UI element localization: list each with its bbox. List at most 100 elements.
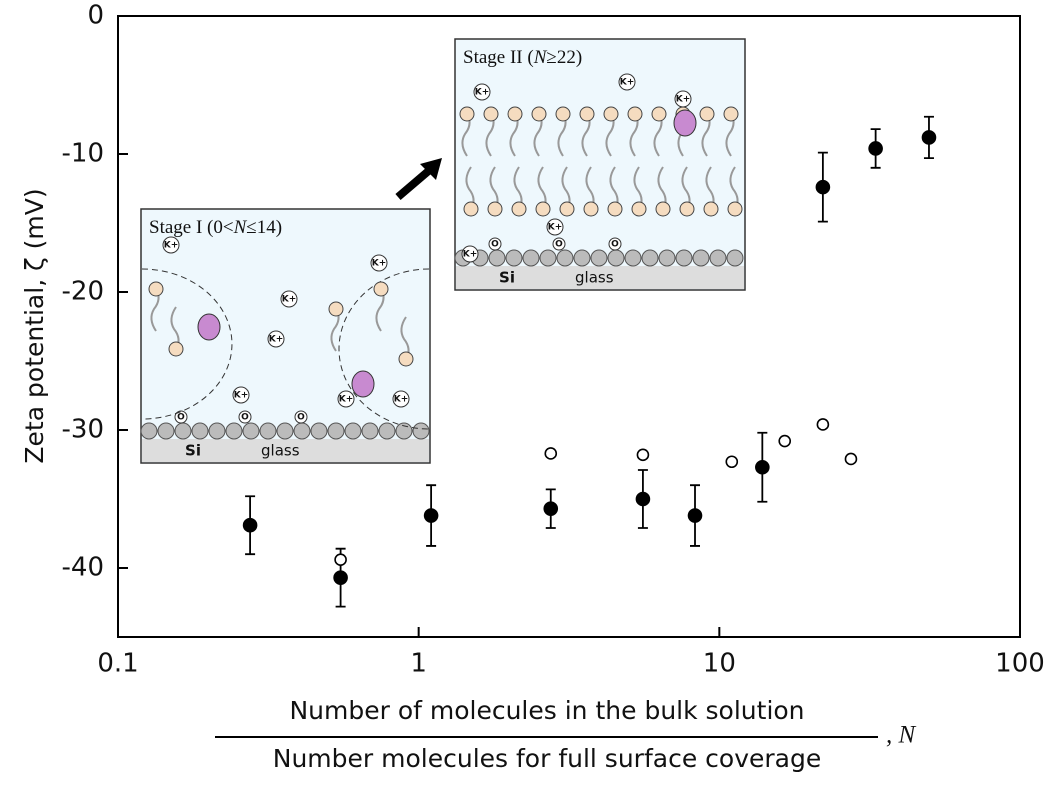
point	[778, 434, 792, 448]
point	[815, 179, 831, 195]
point	[333, 570, 348, 585]
ion-label: K+	[282, 295, 297, 305]
x-tick-label: 10	[703, 649, 736, 679]
inset-title-part: N	[233, 217, 248, 238]
lipid-head	[679, 201, 695, 217]
ion-label: K+	[234, 391, 249, 401]
ion-label: K+	[339, 395, 354, 405]
ion-ring	[370, 254, 388, 272]
surface-atom	[208, 422, 226, 440]
lipid-head	[603, 106, 619, 122]
point	[868, 141, 883, 156]
surface-atom	[140, 422, 158, 440]
surface-atom	[505, 249, 523, 267]
ion-label: K+	[372, 259, 387, 269]
ion-ring	[473, 83, 491, 101]
point	[755, 459, 770, 475]
point	[844, 452, 858, 466]
arrow	[395, 164, 435, 201]
x-tick-label: 100	[995, 649, 1045, 679]
surface-atom	[344, 422, 362, 440]
lipid-head	[535, 201, 551, 217]
lipid-head	[487, 201, 503, 217]
surface-atom	[607, 249, 625, 267]
micelle-boundary	[141, 268, 233, 420]
surface-atom	[624, 249, 642, 267]
inset: Stage I (0<N≤14) Si glass O O O K+ K+ K+ K+ K+ K+ K+	[140, 208, 431, 464]
point	[636, 448, 650, 462]
x-label-denominator: Number molecules for full surface covera…	[273, 744, 821, 773]
ion-ring	[546, 218, 564, 236]
lipid-head	[655, 201, 671, 217]
surface-atom	[225, 422, 243, 440]
x-tick-label: 0.1	[97, 649, 138, 679]
lipid-head	[703, 201, 719, 217]
o-atom-ring	[608, 237, 622, 251]
lipid-head	[555, 106, 571, 122]
lipid-head	[579, 106, 595, 122]
x-label-numerator: Number of molecules in the bulk solution	[289, 696, 804, 725]
surface-atom	[412, 422, 430, 440]
ion-ring	[618, 73, 636, 91]
o-atom-ring	[552, 237, 566, 251]
o-atom-ring	[488, 237, 502, 251]
surface-atom	[361, 422, 379, 440]
lipid-head	[463, 201, 479, 217]
atom-o: O	[241, 413, 249, 423]
x-tick-label: 1	[410, 649, 427, 679]
ion-ring	[674, 90, 692, 108]
surface-atom	[327, 422, 345, 440]
surface-atom	[378, 422, 396, 440]
surface-atom	[726, 249, 744, 267]
lipid-head	[168, 341, 184, 357]
y-axis-label: Zeta potential, ζ (mV)	[20, 188, 49, 463]
point	[687, 508, 703, 523]
surface-atom	[157, 422, 175, 440]
surface-atom	[573, 249, 591, 267]
atom-o: O	[177, 413, 185, 423]
ion-ring	[280, 290, 298, 308]
anion	[673, 109, 697, 137]
surface-atom	[293, 422, 311, 440]
y-tick-label: -10	[62, 139, 104, 169]
inset-title-part: ≤14)	[246, 217, 282, 238]
lipid-head	[583, 201, 599, 217]
point	[242, 517, 258, 533]
lipid-head	[483, 106, 499, 122]
atom-o: O	[611, 240, 619, 250]
inset-title-part: N	[533, 47, 548, 68]
micelle-boundary	[338, 268, 430, 430]
substrate-label: glass	[261, 442, 300, 460]
point	[334, 553, 347, 567]
y-tick-label: -40	[62, 553, 104, 583]
y-tick-label: 0	[87, 1, 104, 31]
lipid-head	[511, 201, 527, 217]
lipid-head	[699, 106, 715, 122]
lipid-head	[651, 106, 667, 122]
surface-atom	[556, 249, 574, 267]
ion-label: K+	[394, 395, 409, 405]
surface-atom	[191, 422, 209, 440]
ion-ring	[392, 390, 410, 408]
surface-atom	[174, 422, 192, 440]
ion-label: K+	[463, 250, 478, 260]
lipid-head	[459, 106, 475, 122]
inset-title-part: Stage I (0<	[149, 217, 234, 238]
point	[635, 491, 651, 507]
y-tick-label: -30	[62, 415, 104, 445]
point	[816, 418, 830, 431]
glass	[142, 439, 429, 462]
lipid-head	[631, 201, 647, 217]
inset-title-part: Stage II (	[463, 47, 534, 68]
lipid-head	[723, 106, 739, 122]
inset-background	[454, 38, 746, 291]
lipid-head	[398, 351, 414, 367]
anion	[351, 370, 375, 398]
lipid-head	[727, 201, 743, 217]
inset-title-part: ≥22)	[546, 47, 582, 68]
surface-atom	[675, 249, 693, 267]
lipid-head	[607, 201, 623, 217]
surface-atom	[310, 422, 328, 440]
o-atom-ring	[238, 410, 252, 424]
point	[921, 130, 937, 145]
